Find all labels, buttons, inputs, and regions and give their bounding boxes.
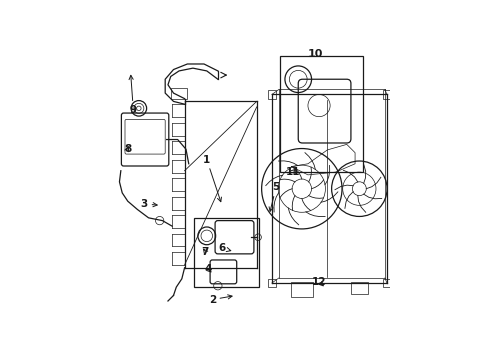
Bar bbox=[268, 279, 276, 287]
Text: 3: 3 bbox=[141, 199, 157, 209]
Text: 11: 11 bbox=[286, 167, 300, 177]
Bar bbox=[195, 218, 259, 287]
Text: 10: 10 bbox=[307, 49, 322, 59]
Text: 9: 9 bbox=[129, 75, 137, 115]
Bar bbox=[383, 279, 391, 287]
Bar bbox=[268, 90, 276, 99]
Text: 4: 4 bbox=[204, 264, 212, 274]
Text: 12: 12 bbox=[312, 276, 326, 287]
Text: 6: 6 bbox=[219, 243, 231, 253]
Text: 1: 1 bbox=[203, 155, 221, 202]
Text: 8: 8 bbox=[124, 144, 131, 153]
Bar bbox=[280, 56, 364, 172]
Bar bbox=[383, 90, 391, 99]
Bar bbox=[351, 282, 368, 294]
Text: 2: 2 bbox=[209, 294, 232, 305]
Text: 7: 7 bbox=[202, 247, 209, 257]
Bar bbox=[291, 282, 313, 297]
Bar bbox=[171, 87, 187, 99]
Text: 5: 5 bbox=[269, 183, 280, 211]
